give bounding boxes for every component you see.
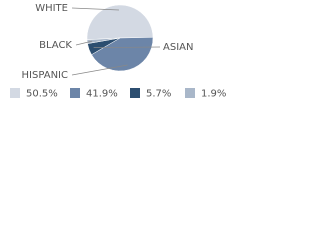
chart: WHITE HISPANIC ASIAN BLACK 50.5% 41.9% 5.7% 1.9… (10, 3, 226, 100)
legend-label: 5.7% (146, 89, 171, 100)
pie-slice (86, 37, 121, 44)
legend-swatch (10, 88, 20, 98)
legend-swatch (70, 88, 80, 98)
slice-label: HISPANIC (22, 70, 68, 81)
legend-swatch (130, 88, 140, 98)
leader-line (75, 40, 93, 46)
leader-line (71, 7, 119, 11)
slice-label: WHITE (35, 3, 68, 14)
leader-line (93, 46, 161, 48)
leader-line (71, 64, 128, 76)
legend-label: 50.5% (26, 89, 58, 100)
legend-label: 1.9% (201, 89, 226, 100)
legend-swatch (185, 88, 195, 98)
slice-label: ASIAN (163, 42, 193, 53)
slice-label: BLACK (39, 40, 72, 51)
pie-slice (86, 4, 154, 40)
legend-label: 41.9% (86, 89, 118, 100)
